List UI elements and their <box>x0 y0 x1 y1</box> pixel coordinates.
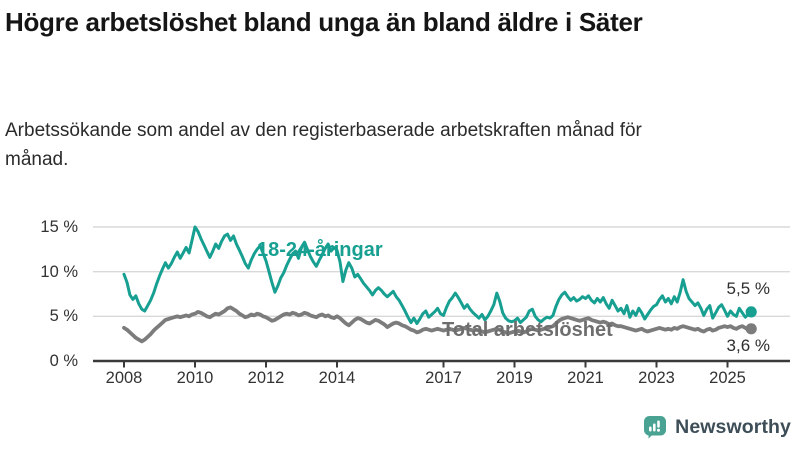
series-label-total: Total arbetslöshet <box>442 319 613 341</box>
x-tick-label: 2010 <box>176 369 214 387</box>
y-tick-label: 0 % <box>49 352 78 370</box>
x-tick-label: 2014 <box>318 369 356 387</box>
newsworthy-logo: Newsworthy <box>643 415 791 439</box>
end-dot-total <box>745 323 757 335</box>
x-tick-label: 2025 <box>709 369 746 387</box>
page-title: Högre arbetslöshet bland unga än bland ä… <box>5 7 643 37</box>
newsworthy-wordmark: Newsworthy <box>675 415 791 438</box>
y-tick-label: 5 % <box>49 307 78 326</box>
series-label-young: 18-24-åringar <box>257 239 383 261</box>
end-value-label-total: 3,6 % <box>726 336 770 355</box>
x-tick-label: 2021 <box>567 369 604 387</box>
end-value-label-young: 5,5 % <box>726 279 770 298</box>
x-tick-label: 2012 <box>247 369 285 387</box>
chart-subtitle: Arbetssökande som andel av den registerb… <box>5 120 642 170</box>
line-total <box>122 305 754 344</box>
line-young <box>122 225 753 325</box>
x-tick-label: 2023 <box>638 369 675 387</box>
y-tick-label: 10 % <box>40 262 78 281</box>
end-dot-young <box>745 306 757 318</box>
x-tick-label: 2008 <box>105 369 143 387</box>
x-tick-label: 2017 <box>425 369 462 387</box>
y-tick-label: 15 % <box>40 218 78 236</box>
x-tick-label: 2019 <box>496 369 533 387</box>
newsworthy-chart-bubble-icon <box>644 416 667 439</box>
